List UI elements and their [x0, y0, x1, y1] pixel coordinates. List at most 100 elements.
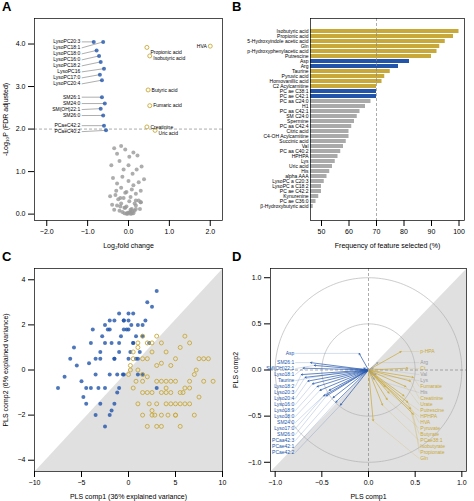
svg-text:His: His — [420, 389, 428, 395]
svg-text:SM24:0: SM24:0 — [63, 100, 81, 107]
svg-text:H1: H1 — [302, 103, 309, 110]
html-text:C: C — [2, 249, 12, 264]
svg-text:−2.0: −2.0 — [40, 228, 54, 235]
svg-text:LysoPC17:0: LysoPC17:0 — [53, 74, 81, 81]
svg-text:LysoPC20:3: LysoPC20:3 — [53, 38, 81, 45]
svg-text:1.0: 1.0 — [252, 274, 262, 281]
html-text:A: A — [2, 0, 12, 14]
svg-text:−0.5: −0.5 — [248, 412, 262, 419]
svg-text:LysoPC16: LysoPC16 — [57, 68, 81, 75]
svg-text:1.0: 1.0 — [457, 479, 467, 486]
svg-text:Arg: Arg — [300, 63, 309, 70]
svg-text:PLS comp2 (6% explained varian: PLS comp2 (6% explained variance) — [2, 313, 10, 426]
svg-text:Asp: Asp — [299, 58, 309, 65]
svg-text:SM26:1: SM26:1 — [63, 94, 80, 100]
svg-text:SM C24:0: SM C24:0 — [286, 113, 309, 120]
svg-text:0.0: 0.0 — [252, 366, 262, 373]
svg-text:60: 60 — [345, 228, 353, 235]
svg-text:LysoPC18:1: LysoPC18:1 — [53, 44, 81, 51]
svg-text:2.0: 2.0 — [205, 228, 215, 235]
svg-text:0.5: 0.5 — [410, 479, 420, 486]
svg-text:0.0: 0.0 — [124, 228, 134, 235]
svg-text:5-Hydroxyindole acetic acid: 5-Hydroxyindole acetic acid — [247, 38, 308, 44]
svg-text:Putrescine: Putrescine — [284, 53, 309, 60]
svg-text:−1.0: −1.0 — [248, 459, 262, 466]
svg-text:PLS comp1: PLS comp1 — [350, 493, 386, 501]
svg-text:LysoPC18:0: LysoPC18:0 — [53, 50, 81, 57]
svg-text:SM24:0: SM24:0 — [277, 419, 294, 425]
svg-text:Taurine: Taurine — [278, 377, 295, 383]
svg-text:80: 80 — [400, 228, 408, 235]
svg-text:Frequency of feature selected: Frequency of feature selected (%) — [335, 242, 440, 250]
svg-text:−4: −4 — [18, 456, 26, 463]
svg-text:PC aa C24:0: PC aa C24:0 — [279, 98, 309, 105]
svg-text:Isobutyric acid: Isobutyric acid — [276, 28, 309, 35]
svg-text:PCae42:2: PCae42:2 — [272, 449, 294, 455]
svg-text:Taurine: Taurine — [292, 68, 309, 75]
svg-text:Pyruvate: Pyruvate — [420, 425, 440, 431]
svg-text:0.5: 0.5 — [252, 320, 262, 327]
svg-text:70: 70 — [373, 228, 381, 235]
svg-text:10: 10 — [219, 479, 227, 486]
svg-text:Isobutyric acid: Isobutyric acid — [153, 55, 185, 61]
svg-text:−10: −10 — [29, 479, 41, 486]
svg-text:Homovanillic acid: Homovanillic acid — [269, 78, 309, 85]
svg-text:Creatinine: Creatinine — [150, 123, 174, 130]
svg-text:LysoPC16:0: LysoPC16:0 — [53, 56, 81, 63]
svg-text:PC ae C38:1: PC ae C38:1 — [279, 88, 309, 95]
svg-text:Propionic acid: Propionic acid — [277, 33, 309, 40]
svg-text:Propionic acid: Propionic acid — [150, 48, 182, 55]
svg-text:Pyruvic acid: Pyruvic acid — [281, 73, 309, 80]
svg-text:PC aa C42:1: PC aa C42:1 — [279, 108, 309, 115]
svg-text:PLS comp1 (36% explained varia: PLS comp1 (36% explained variance) — [70, 493, 187, 501]
svg-text:PCaeC40:2: PCaeC40:2 — [54, 128, 80, 134]
svg-text:−5: −5 — [78, 479, 86, 486]
svg-text:−1.0: −1.0 — [268, 479, 282, 486]
svg-text:PLS comp2: PLS comp2 — [232, 352, 240, 388]
svg-text:Arg: Arg — [420, 359, 428, 365]
svg-text:SM(OH)22:1: SM(OH)22:1 — [52, 106, 81, 113]
html-text:D: D — [232, 249, 242, 264]
svg-text:0.0: 0.0 — [16, 210, 26, 217]
svg-text:PCaeC42:2: PCaeC42:2 — [54, 122, 81, 129]
svg-text:LysoPC20:4: LysoPC20:4 — [53, 80, 80, 86]
svg-text:−1.0: −1.0 — [81, 228, 95, 235]
svg-text:Butyric acid: Butyric acid — [152, 87, 178, 93]
svg-text:Fumaric acid: Fumaric acid — [153, 102, 182, 108]
svg-text:p-Hydroxyphenylacetic acid: p-Hydroxyphenylacetic acid — [247, 48, 309, 55]
svg-text:0.0: 0.0 — [364, 479, 374, 486]
svg-text:HPHPA: HPHPA — [420, 413, 438, 419]
svg-text:−0.5: −0.5 — [315, 479, 329, 486]
svg-text:1.0: 1.0 — [16, 168, 26, 175]
svg-text:HVA: HVA — [197, 43, 208, 49]
svg-text:90: 90 — [428, 228, 436, 235]
svg-text:5: 5 — [174, 479, 178, 486]
svg-text:SM26:0: SM26:0 — [63, 112, 80, 118]
svg-text:4: 4 — [22, 276, 26, 283]
svg-text:2: 2 — [22, 321, 26, 328]
svg-text:Lys: Lys — [420, 377, 428, 383]
svg-text:PCae38:1: PCae38:1 — [420, 437, 442, 443]
html-text:B: B — [232, 0, 242, 14]
svg-text:50: 50 — [318, 228, 326, 235]
svg-text:−2: −2 — [18, 411, 26, 418]
svg-text:LysoPC18:2: LysoPC18:2 — [53, 62, 81, 69]
svg-text:-Log₁₀P (FDR adjusted): -Log₁₀P (FDR adjusted) — [2, 83, 10, 156]
svg-text:100: 100 — [453, 228, 465, 235]
svg-text:3.0: 3.0 — [16, 83, 26, 90]
svg-text:2.0: 2.0 — [16, 125, 26, 132]
svg-text:1.0: 1.0 — [165, 228, 175, 235]
svg-text:β-Hydroxybutyric acid: β-Hydroxybutyric acid — [260, 203, 308, 209]
svg-text:Uric acid: Uric acid — [159, 130, 179, 136]
svg-text:C2 Acylcarnitine: C2 Acylcarnitine — [272, 83, 309, 90]
svg-text:Gln: Gln — [420, 455, 428, 461]
svg-text:Asp: Asp — [286, 350, 295, 356]
svg-text:p-HPA: p-HPA — [420, 348, 435, 354]
svg-text:Spermine: Spermine — [287, 118, 309, 125]
svg-text:Log₂fold change: Log₂fold change — [103, 242, 154, 250]
svg-text:Gln: Gln — [300, 43, 309, 50]
svg-text:0: 0 — [127, 479, 131, 486]
svg-text:0: 0 — [22, 366, 26, 373]
svg-text:PC ae C42:1: PC ae C42:1 — [279, 93, 309, 100]
svg-text:4.0: 4.0 — [16, 40, 26, 47]
